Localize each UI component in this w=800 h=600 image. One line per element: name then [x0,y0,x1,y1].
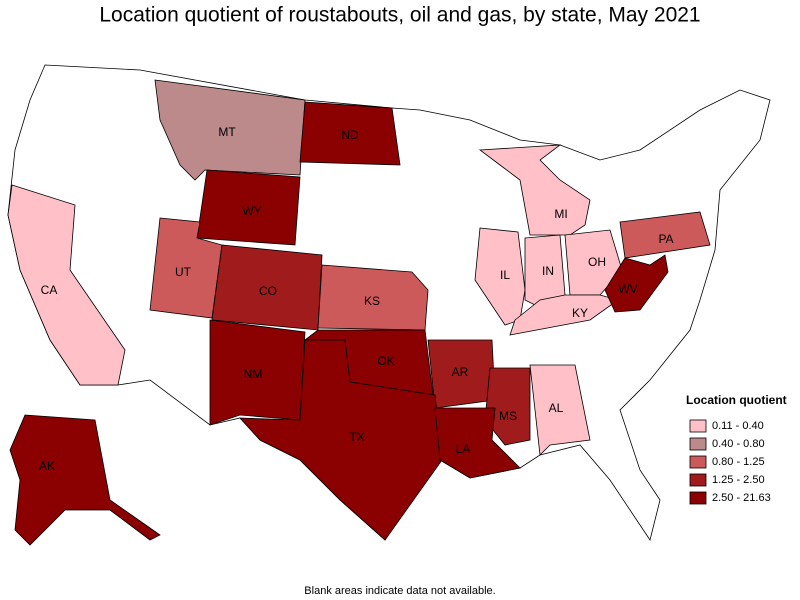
state-label: KY [572,306,588,320]
state-label: MS [499,409,517,423]
state-label: AL [549,401,564,415]
map-title: Location quotient of roustabouts, oil an… [99,4,700,27]
state-label: UT [175,265,192,279]
legend-label: 1.25 - 2.50 [712,474,765,486]
state-label: MI [554,207,567,221]
state-label: AR [452,365,469,379]
state-shape [299,101,401,166]
legend-swatch [689,473,707,487]
state-shape [209,319,306,426]
legend-label: 2.50 - 21.63 [712,492,771,504]
legend-swatch [689,455,707,469]
state-shape [478,144,591,236]
state-label: LA [456,442,471,456]
state-label: KS [364,294,380,308]
state-shape [434,407,521,479]
state-label: IL [500,268,510,282]
state-label: NM [244,367,263,381]
legend-swatch [689,437,707,451]
state-shape [239,339,443,541]
state-shape [7,184,126,386]
legend-label: 0.80 - 1.25 [712,456,765,468]
legend-title: Location quotient [686,393,787,407]
state-label: CA [41,283,58,297]
state-label: CO [259,284,277,298]
state-label: WY [242,204,261,218]
state-shape [529,364,591,456]
state-shapes [7,79,711,546]
state-label: OK [377,354,394,368]
state-label: MT [218,125,236,139]
state-label: PA [658,232,673,246]
legend-label: 0.11 - 0.40 [712,420,764,432]
legend-swatch [689,419,707,433]
state-shape [317,264,429,331]
state-shape [196,169,301,246]
state-label: OH [588,255,606,269]
state-shape [619,211,711,259]
state-label: WV [618,282,637,296]
legend-label: 0.40 - 0.80 [712,438,765,450]
legend-swatch [689,491,707,505]
state-label: AK [39,459,55,473]
state-labels: MT ND WY CA UT CO KS MI IL IN OH KY PA W… [39,125,674,473]
state-label: TX [349,430,364,444]
state-shape [604,254,669,313]
note: Blank areas indicate data not available. [304,585,495,597]
state-shape [9,414,161,546]
state-label: IN [542,264,554,278]
legend: Location quotient 0.11 - 0.40 0.40 - 0.80… [686,393,787,505]
state-label: ND [341,128,359,142]
